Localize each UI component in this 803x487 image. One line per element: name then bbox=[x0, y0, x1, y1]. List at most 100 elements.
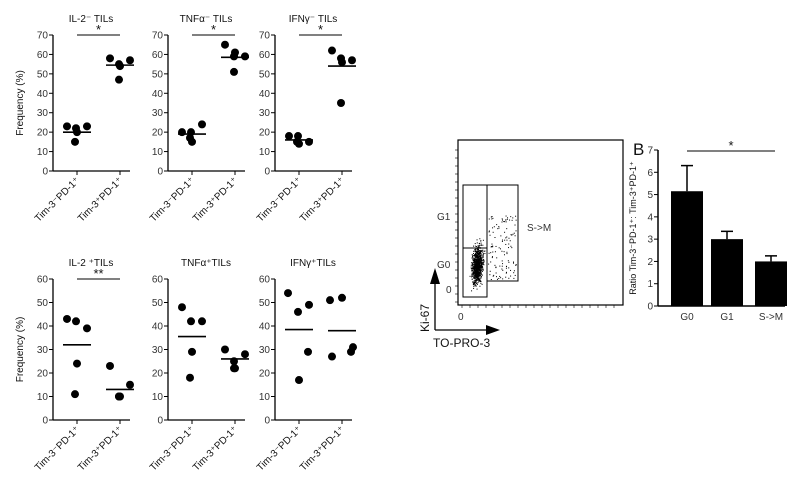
event-dot bbox=[473, 267, 475, 269]
event-dot bbox=[494, 251, 496, 253]
event-dot bbox=[506, 239, 508, 241]
event-dot bbox=[474, 272, 476, 274]
event-dot bbox=[481, 259, 483, 261]
event-dot bbox=[475, 252, 477, 254]
event-dot bbox=[477, 251, 479, 253]
event-dot bbox=[480, 270, 482, 272]
y-tick-label: 40 bbox=[152, 322, 164, 333]
event-dot bbox=[495, 276, 497, 278]
y-tick-label: 1 bbox=[647, 279, 653, 290]
y-tick-label: 70 bbox=[152, 31, 164, 42]
event-dot bbox=[472, 264, 474, 266]
event-dot bbox=[511, 234, 513, 236]
event-dot bbox=[476, 269, 478, 271]
event-dot bbox=[474, 243, 476, 245]
event-dot bbox=[471, 274, 473, 276]
event-dot bbox=[481, 270, 483, 272]
y-tick-label: 0 bbox=[42, 416, 48, 427]
event-dot bbox=[476, 251, 478, 253]
event-dot bbox=[476, 262, 478, 264]
event-dot bbox=[474, 283, 476, 285]
event-dot bbox=[475, 258, 477, 260]
event-dot bbox=[476, 261, 478, 263]
data-point bbox=[198, 317, 206, 326]
event-dot bbox=[476, 274, 478, 276]
event-dot bbox=[512, 217, 514, 219]
event-dot bbox=[481, 250, 483, 252]
event-dot bbox=[499, 275, 501, 277]
event-dot bbox=[477, 271, 479, 272]
event-dot bbox=[475, 263, 477, 265]
significance-marker: * bbox=[728, 138, 733, 153]
event-dot bbox=[471, 267, 473, 269]
data-point bbox=[221, 345, 229, 354]
panel-label: B bbox=[633, 140, 644, 159]
event-dot bbox=[498, 247, 500, 249]
event-dot bbox=[510, 269, 512, 271]
event-dot bbox=[482, 252, 484, 254]
event-dot bbox=[480, 259, 482, 261]
event-dot bbox=[501, 218, 503, 220]
event-dot bbox=[477, 272, 479, 274]
event-dot bbox=[513, 277, 515, 279]
event-dot bbox=[515, 264, 517, 266]
event-dot bbox=[480, 264, 482, 266]
event-dot bbox=[502, 269, 504, 271]
event-dot bbox=[510, 234, 512, 236]
event-dot bbox=[474, 278, 476, 280]
y-tick-label: 7 bbox=[647, 146, 653, 157]
event-dot bbox=[493, 274, 495, 276]
event-dot bbox=[475, 252, 477, 254]
event-dot bbox=[477, 260, 479, 262]
event-dot bbox=[501, 239, 503, 241]
chart-title: TNFα⁻ TILs bbox=[180, 14, 233, 25]
event-dot bbox=[474, 262, 476, 264]
event-dot bbox=[489, 274, 491, 276]
event-dot bbox=[504, 231, 506, 233]
event-dot bbox=[496, 278, 498, 280]
event-dot bbox=[474, 245, 476, 247]
y-tick-label: 50 bbox=[259, 69, 271, 80]
event-dot bbox=[474, 267, 476, 269]
event-dot bbox=[479, 267, 481, 269]
event-dot bbox=[492, 251, 494, 253]
event-dot bbox=[482, 266, 484, 268]
event-dot bbox=[475, 273, 477, 275]
y-tick-label: 50 bbox=[37, 298, 49, 309]
event-dot bbox=[476, 259, 478, 261]
event-dot bbox=[477, 270, 479, 272]
event-dot bbox=[478, 251, 480, 253]
event-dot bbox=[475, 259, 477, 261]
data-point bbox=[188, 347, 196, 356]
event-dot bbox=[479, 257, 481, 259]
event-dot bbox=[479, 272, 481, 274]
event-dot bbox=[492, 227, 494, 229]
event-dot bbox=[474, 264, 476, 266]
y-tick-label: 20 bbox=[259, 369, 271, 380]
event-dot bbox=[473, 277, 475, 279]
y-tick-label: 30 bbox=[259, 108, 271, 119]
event-dot bbox=[507, 260, 509, 262]
event-dot bbox=[483, 264, 485, 266]
event-dot bbox=[476, 266, 478, 268]
y-tick-label: 30 bbox=[152, 345, 164, 356]
event-dot bbox=[477, 255, 479, 257]
event-dot bbox=[472, 282, 474, 284]
event-dot bbox=[477, 267, 479, 269]
event-dot bbox=[480, 252, 482, 254]
event-dot bbox=[502, 219, 504, 221]
event-dot bbox=[481, 269, 483, 271]
event-dot bbox=[476, 270, 478, 272]
data-point bbox=[73, 359, 81, 368]
event-dot bbox=[508, 243, 510, 245]
y-tick-label: 0 bbox=[647, 302, 653, 313]
event-dot bbox=[479, 262, 481, 264]
x-tick-label: Tim-3⁺PD-1⁺ bbox=[191, 175, 240, 224]
event-dot bbox=[472, 272, 474, 274]
event-dot bbox=[474, 271, 476, 273]
event-dot bbox=[473, 245, 475, 247]
event-dot bbox=[477, 279, 479, 281]
event-dot bbox=[475, 269, 477, 271]
event-dot bbox=[480, 262, 482, 264]
